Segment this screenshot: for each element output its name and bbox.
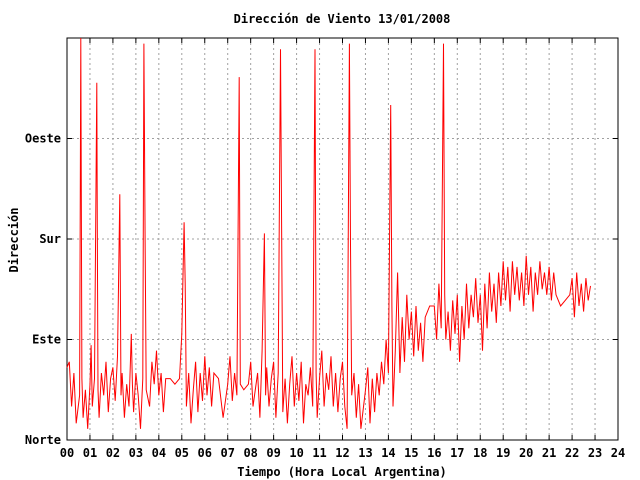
y-tick-label: Oeste [25,132,61,146]
x-tick-label: 19 [496,446,510,460]
x-tick-label: 14 [381,446,395,460]
x-tick-label: 03 [129,446,143,460]
x-tick-label: 02 [106,446,120,460]
y-tick-label: Sur [39,232,61,246]
x-tick-label: 10 [289,446,303,460]
series-group [66,37,591,429]
x-tick-label: 17 [450,446,464,460]
chart-title: Dirección de Viento 13/01/2008 [234,12,451,26]
x-tick-label: 04 [152,446,166,460]
x-tick-label: 18 [473,446,487,460]
x-tick-label: 15 [404,446,418,460]
x-tick-label: 20 [519,446,533,460]
x-tick-label: 07 [220,446,234,460]
x-tick-label: 16 [427,446,441,460]
series-line [66,37,591,429]
x-tick-label: 22 [565,446,579,460]
x-tick-label: 06 [198,446,212,460]
x-tick-label: 05 [175,446,189,460]
x-tick-label: 12 [335,446,349,460]
x-tick-label: 09 [266,446,280,460]
y-tick-label: Este [32,333,61,347]
x-tick-label: 24 [611,446,625,460]
x-tick-label: 21 [542,446,556,460]
grid-lines [67,38,618,440]
x-tick-label: 23 [588,446,602,460]
y-tick-label: Norte [25,433,61,447]
x-tick-label: 01 [83,446,97,460]
y-axis-label: Dirección [7,207,21,272]
y-axis-ticks: Norte Este Sur Oeste [25,132,618,447]
x-axis-ticks: 00 01 02 03 04 05 06 07 08 09 10 11 12 13 14 15 16 17 18 19… [60,38,625,460]
x-tick-label: 08 [243,446,257,460]
x-tick-label: 11 [312,446,326,460]
x-tick-label: 00 [60,446,74,460]
x-tick-label: 13 [358,446,372,460]
x-axis-label: Tiempo (Hora Local Argentina) [237,465,447,479]
